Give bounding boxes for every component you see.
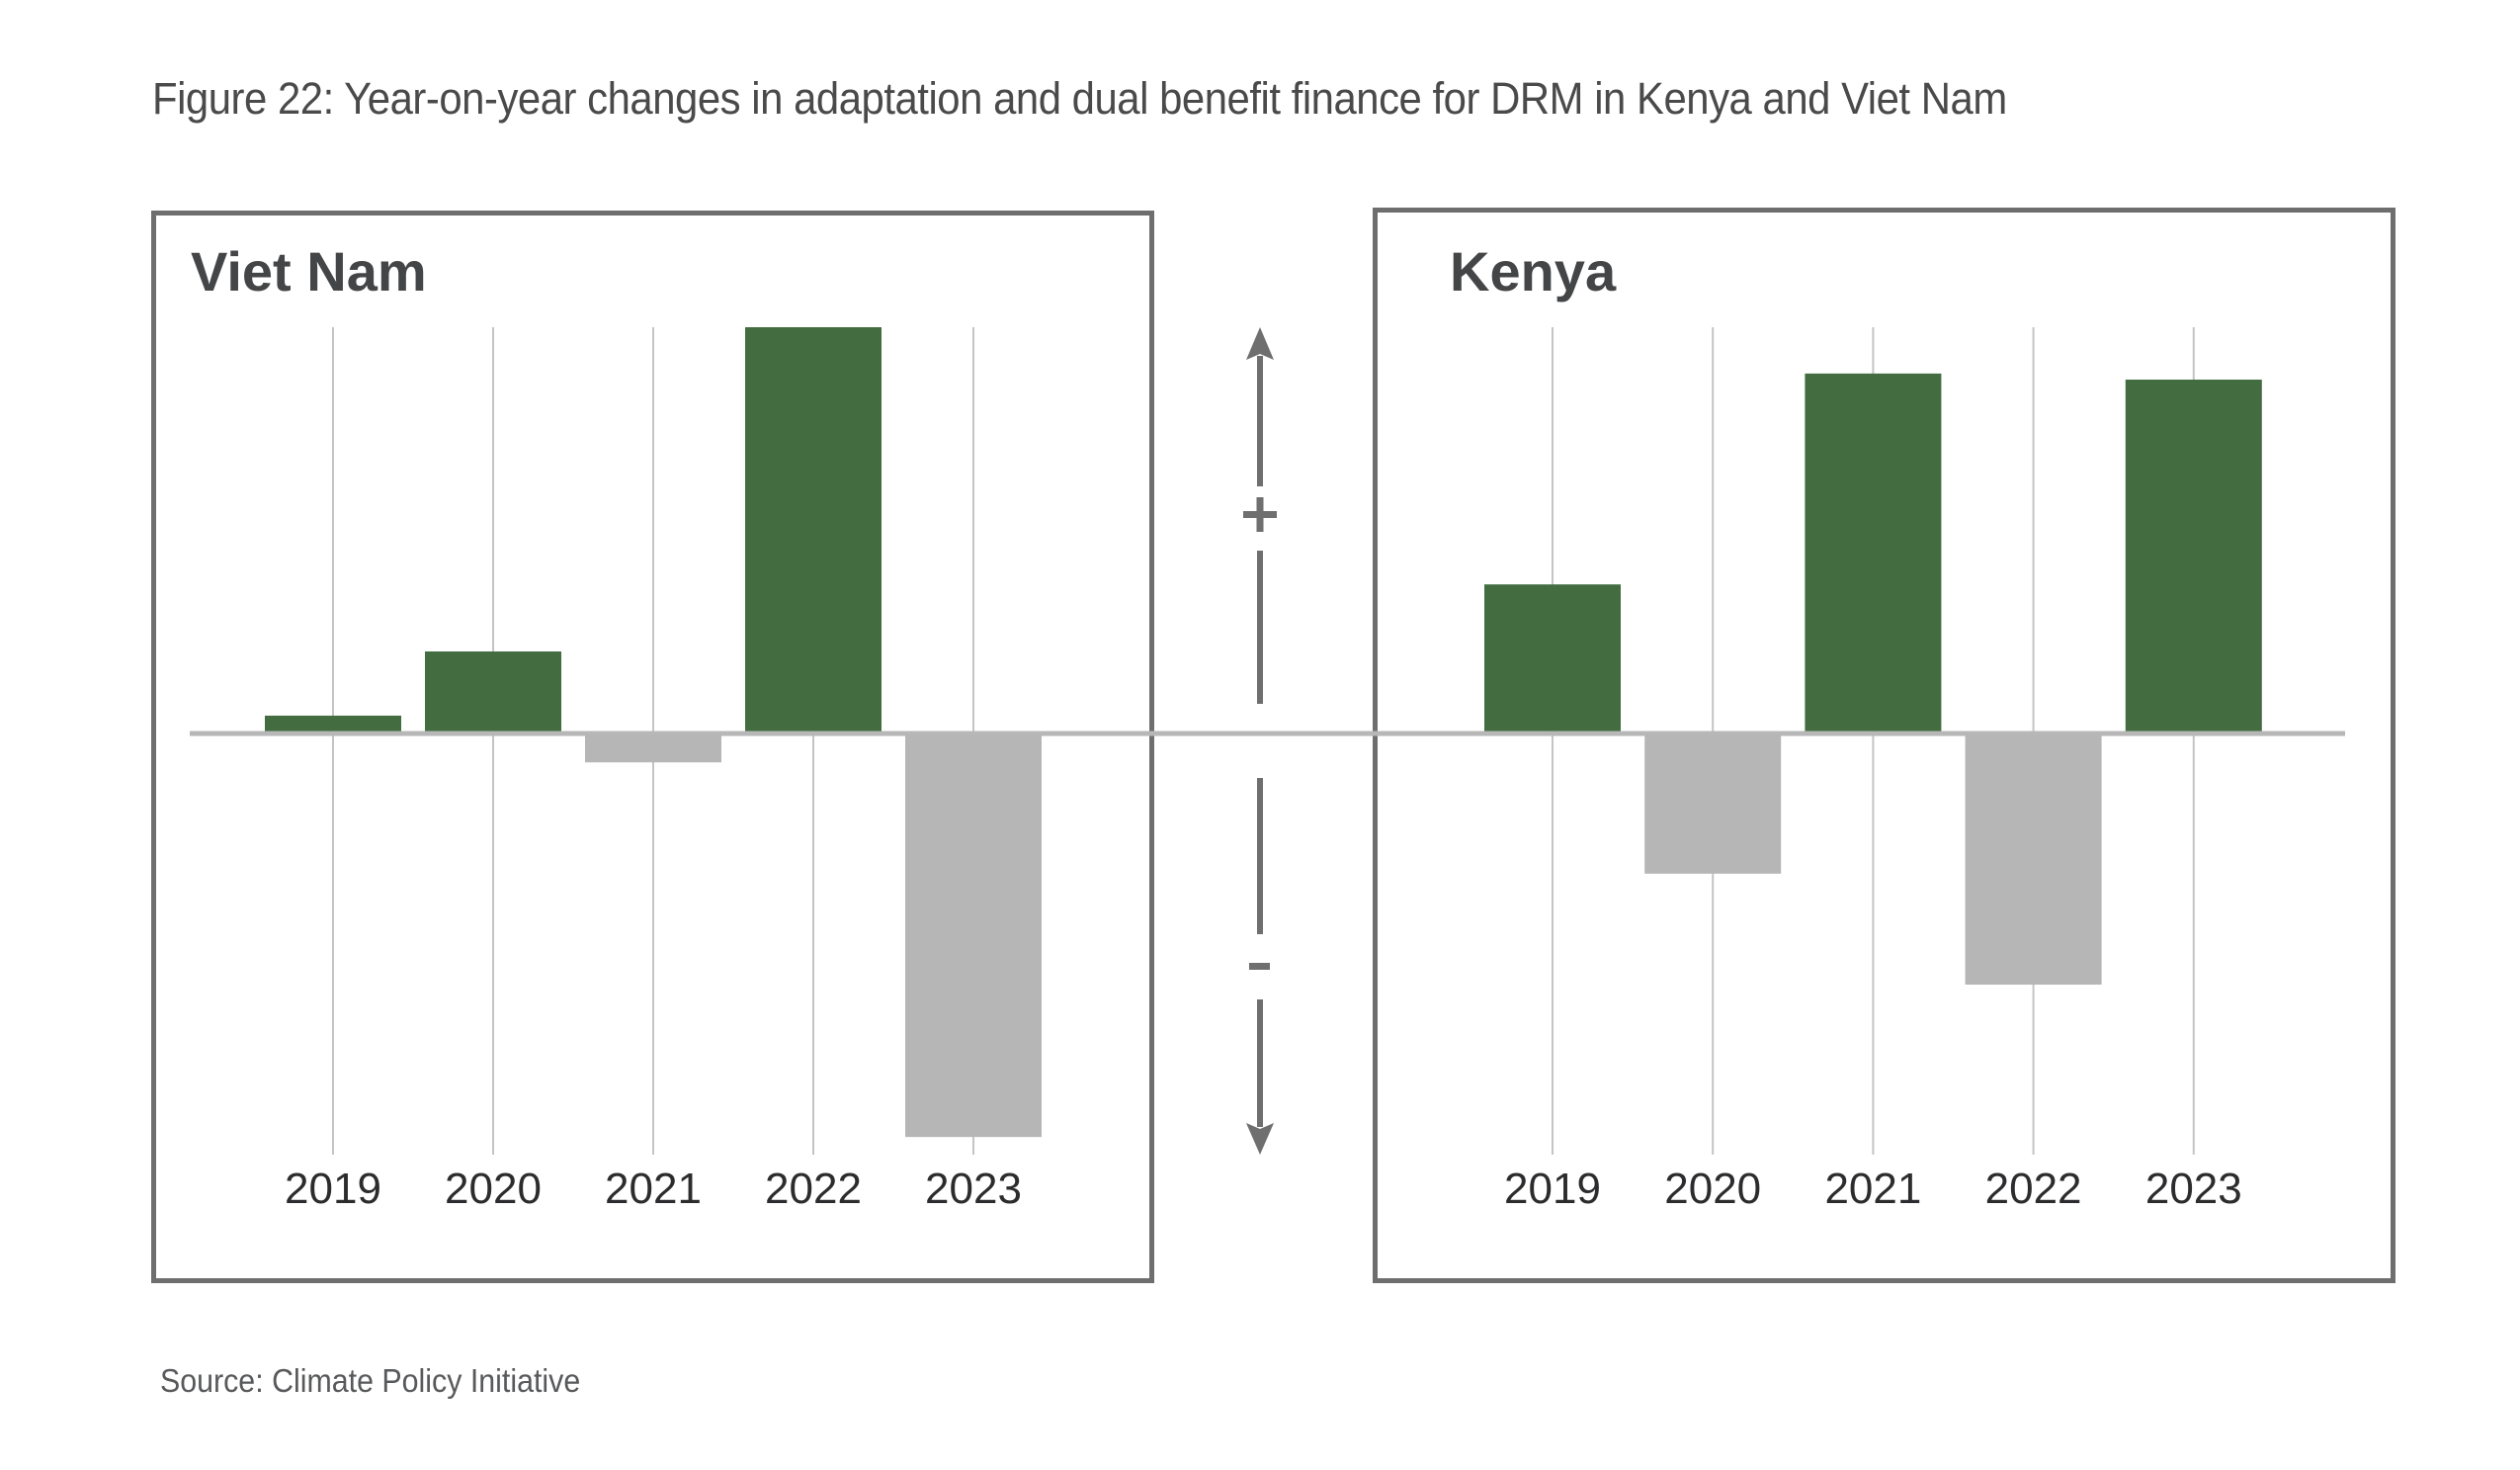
panel-kenya: Kenya 2019 2020 2021 2022 2023 <box>1373 208 2395 1283</box>
plus-sign-icon <box>1243 497 1277 532</box>
x-tick-label: 2022 <box>1985 1165 2082 1213</box>
x-tick-labels: 2019 2020 2021 2022 2023 <box>1504 1165 2242 1213</box>
panel-viet-nam: Viet Nam 2019 2020 2021 2022 2023 <box>151 211 1154 1283</box>
x-tick-labels: 2019 2020 2021 2022 2023 <box>285 1165 1022 1213</box>
bar-2022-decrease <box>1965 734 2102 985</box>
direction-indicator <box>1243 327 1277 1155</box>
bar-2019-increase <box>265 715 401 734</box>
figure-title: Figure 22: Year-on-year changes in adapt… <box>152 73 2007 124</box>
bars <box>265 327 1042 1138</box>
bar-2021-decrease <box>585 734 721 763</box>
bar-2019-increase <box>1484 584 1621 734</box>
x-tick-label: 2023 <box>2145 1165 2242 1213</box>
bar-2020-increase <box>425 650 561 734</box>
up-arrow-icon <box>1246 327 1274 486</box>
bar-2021-increase <box>1805 373 1942 734</box>
x-tick-label: 2019 <box>285 1165 381 1213</box>
x-tick-label: 2020 <box>1664 1165 1761 1213</box>
down-arrow-icon <box>1246 999 1274 1155</box>
x-tick-label: 2019 <box>1504 1165 1601 1213</box>
bar-2020-decrease <box>1644 734 1782 874</box>
x-tick-label: 2021 <box>605 1165 702 1213</box>
panel-title: Viet Nam <box>191 240 427 303</box>
bars <box>1484 373 2262 985</box>
bar-2022-increase <box>745 327 882 734</box>
source-note: Source: Climate Policy Initiative <box>160 1362 581 1399</box>
panel-title: Kenya <box>1450 240 1617 303</box>
bar-2023-increase <box>2125 380 2262 734</box>
x-tick-label: 2023 <box>925 1165 1022 1213</box>
panel-frame <box>1373 208 2395 1283</box>
panel-frame <box>151 211 1154 1283</box>
minus-sign-icon <box>1249 963 1270 970</box>
x-tick-label: 2021 <box>1824 1165 1921 1213</box>
x-tick-label: 2022 <box>765 1165 862 1213</box>
x-tick-label: 2020 <box>445 1165 542 1213</box>
bar-2023-decrease <box>905 734 1042 1138</box>
